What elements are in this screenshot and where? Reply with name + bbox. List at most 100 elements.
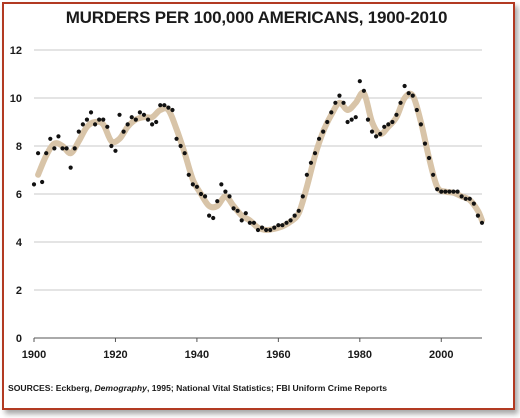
data-point: [398, 100, 403, 105]
data-point: [133, 117, 138, 122]
data-point: [194, 184, 200, 189]
x-tick-label: 1900: [22, 349, 46, 361]
data-point: [463, 196, 468, 201]
data-point: [475, 213, 481, 218]
data-point: [215, 199, 220, 204]
chart-title: MURDERS PER 100,000 AMERICANS, 1900-2010: [65, 8, 448, 27]
data-point: [435, 187, 440, 192]
data-point: [88, 110, 94, 115]
data-point: [109, 143, 114, 149]
data-point: [369, 129, 375, 134]
data-point: [101, 117, 106, 122]
data-point: [239, 218, 244, 223]
data-point: [443, 189, 448, 194]
data-point: [40, 179, 45, 185]
data-point: [117, 112, 122, 117]
data-point: [84, 117, 90, 122]
data-point: [378, 131, 383, 137]
data-point: [174, 136, 179, 141]
data-point: [211, 215, 216, 221]
data-point: [300, 194, 305, 199]
data-point: [276, 223, 281, 228]
data-point: [31, 182, 37, 187]
data-point: [288, 218, 293, 223]
data-point: [235, 208, 240, 213]
data-point: [345, 119, 350, 125]
data-point: [329, 110, 334, 115]
data-point: [451, 189, 456, 194]
data-point: [247, 220, 252, 225]
data-point: [186, 172, 191, 177]
data-point: [198, 191, 204, 197]
data-point: [312, 151, 318, 156]
data-point: [337, 93, 342, 98]
data-point: [406, 91, 411, 96]
data-point: [402, 83, 407, 89]
data-point: [386, 122, 391, 127]
data-point: [64, 146, 69, 151]
data-points: [31, 79, 485, 233]
data-point: [121, 129, 126, 134]
data-point: [272, 225, 277, 230]
data-point: [471, 201, 476, 206]
sources-prefix: SOURCES: Eckberg,: [8, 383, 95, 393]
data-point: [390, 119, 395, 125]
data-point: [459, 194, 464, 199]
x-tick-label: 1920: [103, 349, 127, 361]
x-tick-label: 1980: [348, 349, 372, 361]
data-point: [52, 146, 57, 151]
sources-journal: Demography: [94, 383, 147, 393]
data-point: [447, 189, 452, 194]
data-point: [316, 136, 322, 141]
y-tick-label: 2: [16, 285, 22, 297]
trend-curve: [35, 89, 485, 234]
data-point: [141, 112, 147, 117]
data-point: [455, 189, 460, 194]
data-point: [97, 117, 102, 122]
x-tick-label: 1960: [266, 349, 290, 361]
data-point: [251, 220, 257, 225]
y-tick-label: 8: [16, 141, 22, 153]
data-point: [410, 93, 415, 98]
data-point: [113, 148, 118, 153]
data-point: [357, 79, 362, 84]
grid-lines: [34, 49, 482, 291]
data-point: [321, 129, 326, 134]
y-tick-label: 10: [10, 93, 22, 105]
data-point: [68, 165, 73, 170]
data-point: [296, 208, 301, 213]
data-point: [80, 122, 85, 127]
data-point: [365, 117, 371, 122]
sources-suffix: , 1995; National Vital Statistics; FBI U…: [146, 383, 388, 393]
x-tick-labels: 1900 1920 1940 1960 1980 2000: [22, 349, 454, 361]
data-point: [268, 227, 273, 233]
data-point: [292, 213, 297, 218]
data-point: [264, 227, 269, 233]
data-point: [333, 100, 338, 105]
data-point: [431, 172, 436, 177]
data-point: [349, 117, 354, 122]
y-tick-label: 12: [10, 45, 22, 57]
data-point: [325, 119, 330, 125]
data-point: [284, 220, 289, 225]
data-point: [223, 189, 228, 194]
data-point: [182, 151, 187, 156]
data-point: [44, 151, 49, 156]
y-tick-label: 6: [16, 189, 22, 201]
data-point: [145, 117, 151, 122]
data-point: [158, 103, 163, 108]
x-tick-label: 1940: [185, 349, 209, 361]
data-point: [105, 124, 110, 129]
chart-frame: [2, 2, 515, 410]
data-point: [219, 182, 224, 187]
y-tick-label: 4: [16, 237, 23, 249]
data-point: [202, 194, 208, 199]
data-point: [280, 223, 285, 228]
data-point: [361, 88, 366, 93]
data-point: [178, 143, 183, 149]
trend-line: [35, 89, 485, 234]
data-point: [231, 206, 236, 211]
data-point: [418, 122, 424, 127]
data-point: [150, 122, 155, 127]
